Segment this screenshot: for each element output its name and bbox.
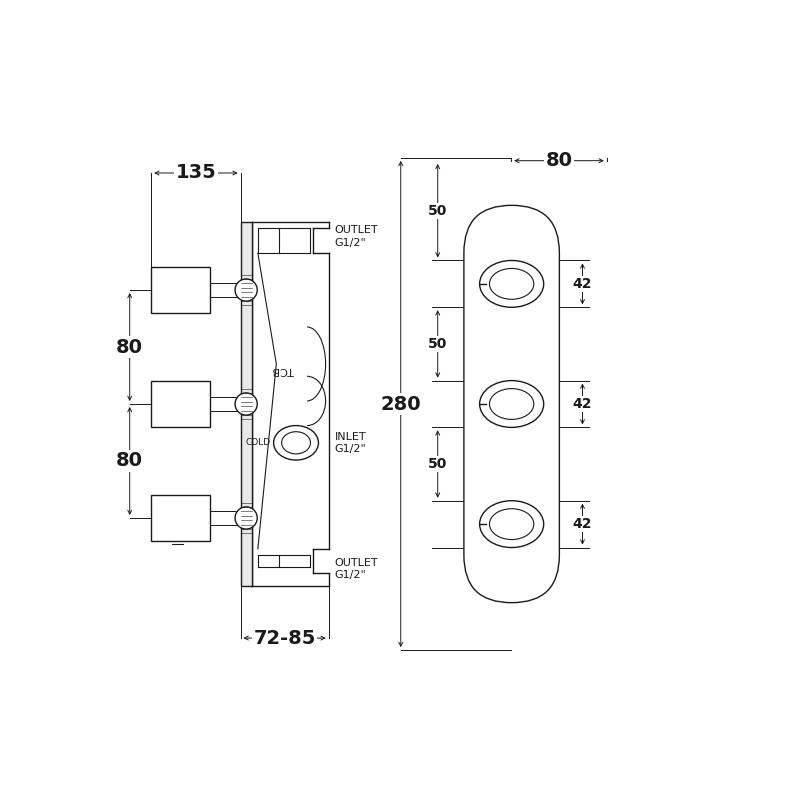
Text: 80: 80 <box>116 451 143 470</box>
Ellipse shape <box>282 432 310 454</box>
Bar <box>151 267 210 313</box>
Text: 72-85: 72-85 <box>254 629 316 647</box>
Text: 280: 280 <box>381 394 421 414</box>
Text: 42: 42 <box>573 397 592 411</box>
Text: 50: 50 <box>428 204 447 218</box>
Ellipse shape <box>490 509 534 539</box>
Text: INLET
G1/2": INLET G1/2" <box>335 432 366 454</box>
FancyBboxPatch shape <box>464 206 559 602</box>
Circle shape <box>235 393 258 415</box>
Ellipse shape <box>480 381 544 427</box>
Text: TCB: TCB <box>273 365 294 375</box>
Bar <box>151 495 210 541</box>
Ellipse shape <box>490 389 534 419</box>
Circle shape <box>235 507 258 529</box>
Ellipse shape <box>490 269 534 299</box>
Text: 135: 135 <box>175 163 216 182</box>
Text: COLD: COLD <box>245 438 270 447</box>
Text: 50: 50 <box>428 337 447 351</box>
Ellipse shape <box>480 501 544 547</box>
Ellipse shape <box>480 261 544 307</box>
Text: 50: 50 <box>428 457 447 471</box>
Text: 80: 80 <box>546 151 573 170</box>
Circle shape <box>235 279 258 301</box>
Text: OUTLET
G1/2": OUTLET G1/2" <box>335 226 378 248</box>
Bar <box>151 381 210 427</box>
Text: OUTLET
G1/2": OUTLET G1/2" <box>335 558 378 581</box>
Text: 42: 42 <box>573 277 592 291</box>
Ellipse shape <box>274 426 318 460</box>
Text: 80: 80 <box>116 338 143 357</box>
Text: 42: 42 <box>573 517 592 531</box>
Bar <box>241 222 252 586</box>
